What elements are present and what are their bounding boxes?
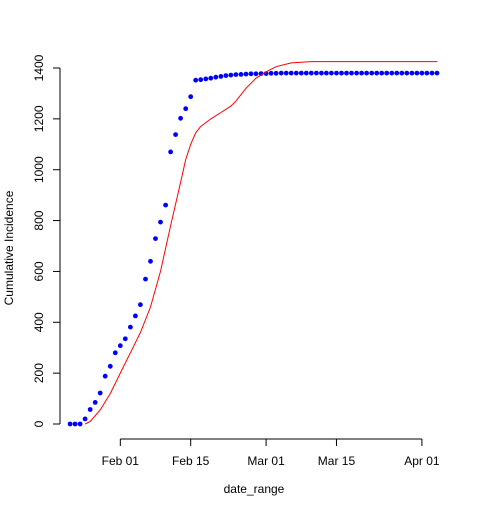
series-layer: [67, 61, 440, 427]
data-point: [258, 71, 264, 76]
y-tick-label: 200: [32, 363, 46, 383]
data-point: [72, 421, 78, 427]
data-point: [198, 77, 204, 83]
y-tick-label: 800: [32, 210, 46, 230]
data-point: [319, 70, 324, 76]
data-point: [424, 70, 430, 76]
data-point: [399, 70, 405, 76]
x-tick-label: Apr 01: [404, 454, 440, 468]
data-point: [349, 70, 354, 76]
data-point: [218, 74, 224, 79]
data-point: [208, 75, 214, 81]
y-tick-label: 1000: [32, 156, 46, 183]
data-point: [92, 400, 98, 405]
data-point: [339, 70, 344, 76]
data-point: [364, 70, 369, 76]
data-point: [429, 70, 435, 76]
data-point: [354, 70, 359, 76]
y-axis-label: Cumulative Incidence: [2, 190, 16, 305]
data-point: [268, 70, 274, 76]
data-point: [213, 74, 219, 80]
data-point: [379, 70, 385, 76]
data-point: [384, 70, 390, 76]
data-point: [107, 363, 113, 369]
x-axis: Feb 01 Feb 15 Mar 01 Mar 15 Apr 01: [102, 438, 440, 468]
data-point: [334, 70, 339, 76]
data-point: [344, 70, 349, 76]
data-point: [369, 70, 375, 76]
data-point: [112, 350, 118, 356]
data-point: [314, 70, 319, 76]
y-tick-label: 400: [32, 312, 46, 332]
data-point: [102, 373, 108, 379]
data-point: [122, 336, 128, 342]
data-point: [248, 71, 254, 77]
data-point: [329, 70, 334, 76]
x-tick-label: Mar 01: [247, 454, 285, 468]
data-point: [434, 70, 440, 76]
y-axis: 0 200 400 600 800 1000 1200 1400: [32, 54, 61, 427]
data-point: [143, 276, 148, 282]
data-point: [374, 70, 380, 76]
data-point: [308, 70, 314, 76]
data-point: [278, 70, 284, 76]
data-point: [138, 302, 143, 308]
x-axis-label: date_range: [224, 482, 285, 496]
data-point: [238, 72, 244, 77]
data-point: [97, 390, 103, 396]
data-point: [173, 132, 179, 138]
data-point: [67, 421, 73, 427]
data-point: [394, 70, 400, 76]
fitted-curve-line: [84, 61, 437, 425]
data-point: [293, 70, 299, 76]
data-point: [203, 76, 209, 82]
data-point: [389, 70, 395, 76]
data-point: [87, 407, 93, 412]
data-point: [414, 70, 420, 76]
data-point: [223, 73, 229, 78]
data-point: [243, 71, 249, 77]
data-point: [288, 70, 294, 76]
data-point: [168, 149, 174, 155]
data-point: [324, 70, 329, 76]
x-tick-label: Feb 15: [172, 454, 210, 468]
data-point: [419, 70, 425, 76]
data-point: [228, 72, 234, 78]
data-point: [178, 115, 184, 121]
data-point: [127, 324, 133, 330]
x-tick-label: Feb 01: [102, 454, 140, 468]
data-point: [82, 416, 88, 422]
data-point: [133, 313, 138, 319]
data-point: [148, 258, 153, 264]
data-point: [404, 70, 410, 76]
data-point: [188, 94, 194, 100]
data-point: [117, 343, 123, 349]
data-point: [303, 70, 309, 76]
y-tick-label: 0: [32, 420, 46, 427]
data-point: [283, 70, 289, 76]
data-point: [158, 219, 163, 225]
data-point: [233, 72, 239, 77]
data-point: [359, 70, 364, 76]
data-point: [77, 421, 83, 427]
y-tick-label: 1400: [32, 54, 46, 81]
x-tick-label: Mar 15: [318, 454, 356, 468]
data-point: [183, 106, 189, 112]
data-point: [253, 71, 259, 77]
data-point: [193, 77, 199, 83]
data-point: [153, 236, 158, 242]
data-point: [298, 70, 304, 76]
y-tick-label: 600: [32, 261, 46, 281]
y-tick-label: 1200: [32, 105, 46, 132]
data-point: [273, 70, 279, 76]
data-point: [409, 70, 415, 76]
data-point: [163, 202, 169, 208]
